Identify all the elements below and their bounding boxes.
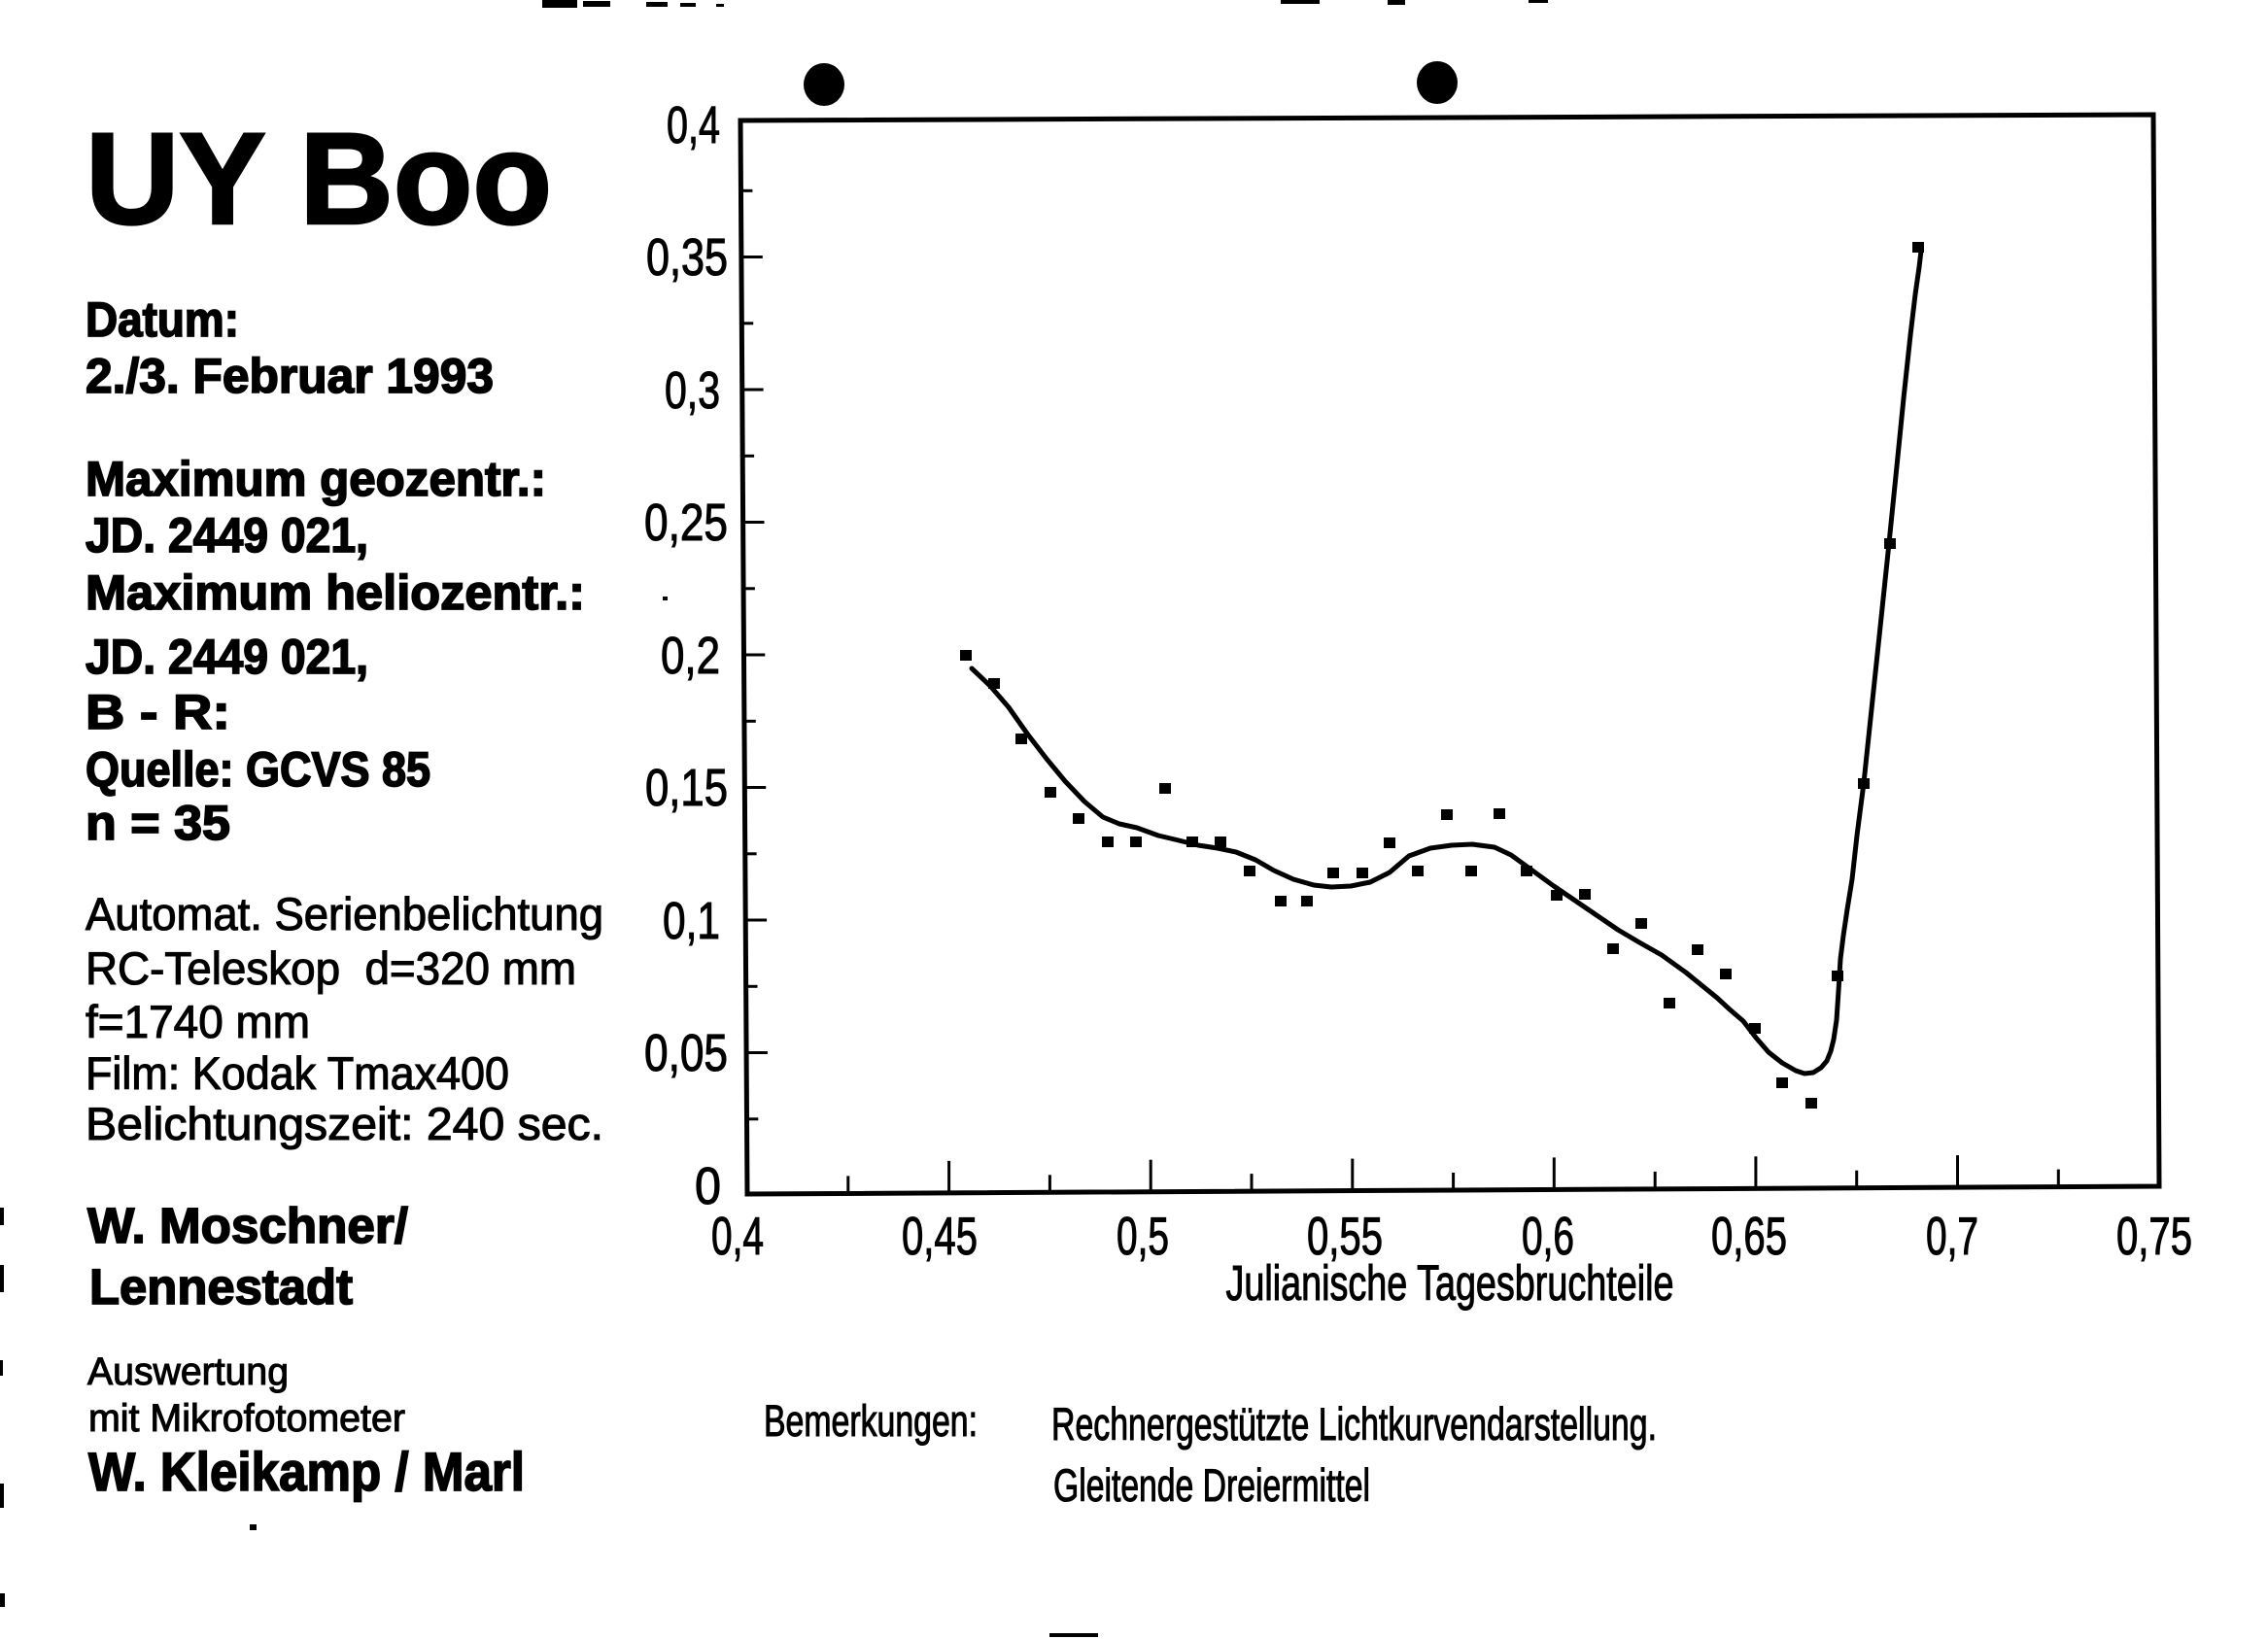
svg-text:Datum:: Datum:: [86, 292, 239, 347]
svg-text:Lennestadt: Lennestadt: [89, 1259, 353, 1315]
svg-text:0,05: 0,05: [644, 1024, 728, 1082]
svg-text:RC-Teleskop d=320 mm: RC-Teleskop d=320 mm: [86, 942, 576, 994]
svg-text:B - R:: B - R:: [86, 685, 230, 739]
svg-text:W. Kleikamp / Marl: W. Kleikamp / Marl: [88, 1441, 525, 1502]
svg-text:mit Mikrofotometer: mit Mikrofotometer: [88, 1397, 405, 1440]
svg-text:0,45: 0,45: [902, 1206, 978, 1266]
svg-text:0,75: 0,75: [2116, 1206, 2192, 1266]
svg-text:Auswertung: Auswertung: [87, 1350, 289, 1393]
svg-text:Quelle: GCVS 85: Quelle: GCVS 85: [86, 742, 430, 797]
svg-text:JD. 2449 021,: JD. 2449 021,: [86, 508, 368, 563]
svg-text:f=1740 mm: f=1740 mm: [86, 996, 310, 1047]
svg-text:0,4: 0,4: [711, 1206, 764, 1266]
svg-text:0: 0: [695, 1157, 721, 1215]
svg-text:0,35: 0,35: [646, 228, 728, 287]
svg-text:Film: Kodak Tmax400: Film: Kodak Tmax400: [86, 1047, 509, 1099]
svg-text:Automat. Serienbelichtung: Automat. Serienbelichtung: [86, 888, 603, 939]
svg-text:Rechnergestützte Lichtkurvenda: Rechnergestützte Lichtkurvendarstellung.: [1051, 1398, 1657, 1450]
svg-text:Julianische Tagesbruchteile: Julianische Tagesbruchteile: [1226, 1255, 1674, 1311]
svg-text:0,65: 0,65: [1711, 1206, 1787, 1266]
svg-text:Maximum geozentr.:: Maximum geozentr.:: [86, 452, 546, 506]
svg-text:0,5: 0,5: [1117, 1206, 1169, 1266]
svg-text:0,1: 0,1: [663, 892, 720, 950]
svg-text:UY Boo: UY Boo: [86, 107, 552, 252]
svg-text:2./3. Februar 1993: 2./3. Februar 1993: [86, 349, 494, 403]
svg-text:Belichtungszeit: 240 sec.: Belichtungszeit: 240 sec.: [86, 1098, 603, 1149]
svg-text:W. Moschner/: W. Moschner/: [87, 1198, 408, 1253]
svg-text:0,4: 0,4: [667, 96, 720, 154]
svg-text:0,15: 0,15: [645, 759, 728, 817]
svg-text:Bemerkungen:: Bemerkungen:: [764, 1396, 978, 1446]
svg-text:0,6: 0,6: [1522, 1206, 1574, 1266]
svg-text:n = 35: n = 35: [86, 796, 230, 850]
svg-text:Gleitende Dreiermittel: Gleitende Dreiermittel: [1053, 1459, 1370, 1511]
svg-text:Maximum heliozentr.:: Maximum heliozentr.:: [86, 565, 585, 620]
svg-text:0,3: 0,3: [665, 361, 720, 420]
svg-text:0,25: 0,25: [644, 494, 728, 552]
svg-text:0,2: 0,2: [661, 627, 720, 685]
svg-text:JD. 2449 021,: JD. 2449 021,: [86, 630, 368, 684]
svg-text:0,55: 0,55: [1307, 1206, 1383, 1266]
svg-text:0,7: 0,7: [1926, 1206, 1978, 1266]
